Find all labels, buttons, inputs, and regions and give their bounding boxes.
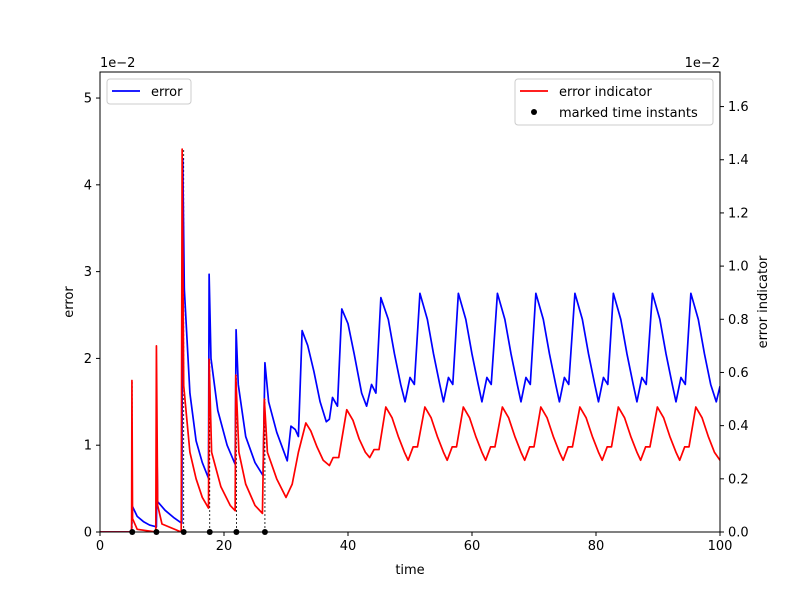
right-y-tick-label: 0.2 (728, 472, 749, 487)
legend-swatch-marked-instants (531, 109, 537, 115)
left-axis-multiplier: 1e−2 (100, 56, 135, 71)
legend-box (514, 78, 714, 126)
right-y-tick-label: 1.6 (728, 100, 749, 115)
legend-label-marked-instants: marked time instants (559, 106, 698, 121)
plot-frame (99, 71, 721, 533)
plot-layer (100, 148, 720, 532)
legend-label-error-indicator: error indicator (559, 85, 652, 100)
left-y-axis-label: error (62, 286, 77, 318)
legend-label-error: error (151, 85, 183, 100)
x-tick-label: 80 (588, 539, 605, 554)
right-y-tick-label: 0.4 (728, 419, 749, 434)
right-axis-multiplier: 1e−2 (685, 56, 720, 71)
right-y-axis-label: error indicator (756, 255, 771, 348)
legend-indicator: error indicator marked time instants (514, 78, 714, 126)
x-axis-label: time (395, 563, 424, 578)
legend-box (106, 78, 192, 105)
right-y-axis: 0.0 0.2 0.4 0.6 0.8 1.0 1.2 1.4 1.6 (720, 100, 749, 541)
x-tick-label: 100 (708, 539, 733, 554)
x-tick-label: 20 (216, 539, 233, 554)
right-y-tick-label: 1.0 (728, 260, 749, 275)
legend-error: error (106, 78, 192, 105)
series-line-error (100, 157, 720, 532)
left-y-axis: 0 1 2 3 4 5 (84, 92, 100, 541)
left-y-tick-label: 5 (84, 92, 92, 107)
x-tick-label: 0 (96, 539, 104, 554)
left-y-tick-label: 3 (84, 265, 92, 280)
x-tick-label: 60 (464, 539, 481, 554)
left-y-tick-label: 2 (84, 352, 92, 367)
right-y-tick-label: 0.6 (728, 366, 749, 381)
right-y-tick-label: 0.0 (728, 526, 749, 541)
x-axis: 0 20 40 60 80 100 (96, 532, 733, 554)
series-line-error-indicator (100, 148, 720, 532)
x-tick-label: 40 (340, 539, 357, 554)
right-y-tick-label: 1.4 (728, 153, 749, 168)
left-y-tick-label: 0 (84, 526, 92, 541)
left-y-tick-label: 4 (84, 178, 92, 193)
right-y-tick-label: 1.2 (728, 206, 749, 221)
left-y-tick-label: 1 (84, 439, 92, 454)
right-y-tick-label: 0.8 (728, 313, 749, 328)
